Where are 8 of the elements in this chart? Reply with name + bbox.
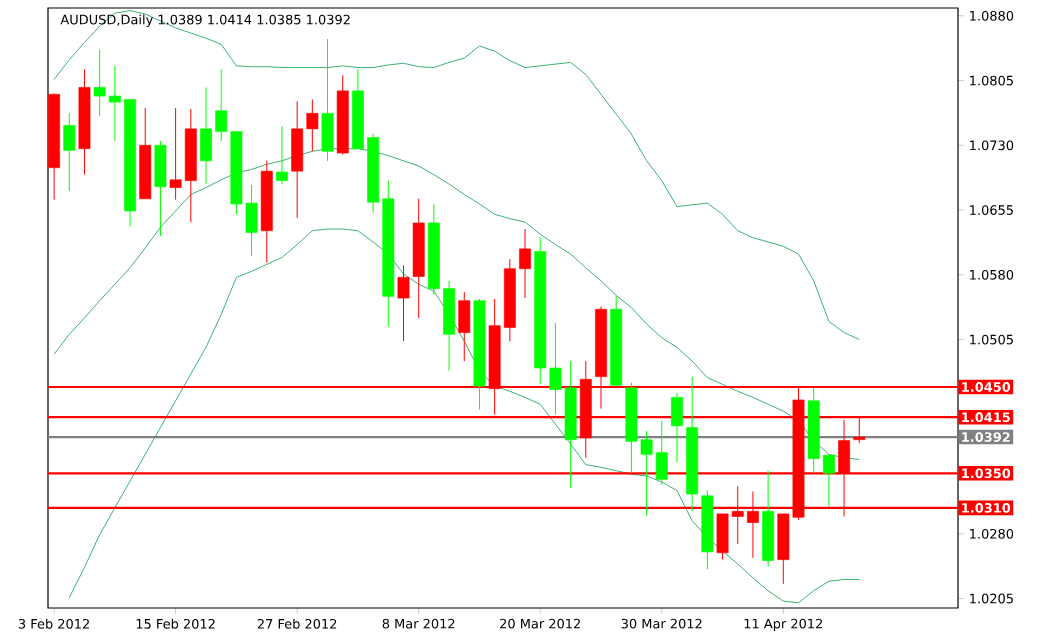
candlestick (458, 291, 471, 362)
candlestick (154, 140, 167, 237)
line-series (68, 228, 860, 604)
candlestick (321, 38, 334, 162)
candlestick (276, 125, 288, 185)
candlestick (397, 264, 410, 342)
candlestick (671, 392, 683, 463)
candlestick (63, 112, 76, 192)
